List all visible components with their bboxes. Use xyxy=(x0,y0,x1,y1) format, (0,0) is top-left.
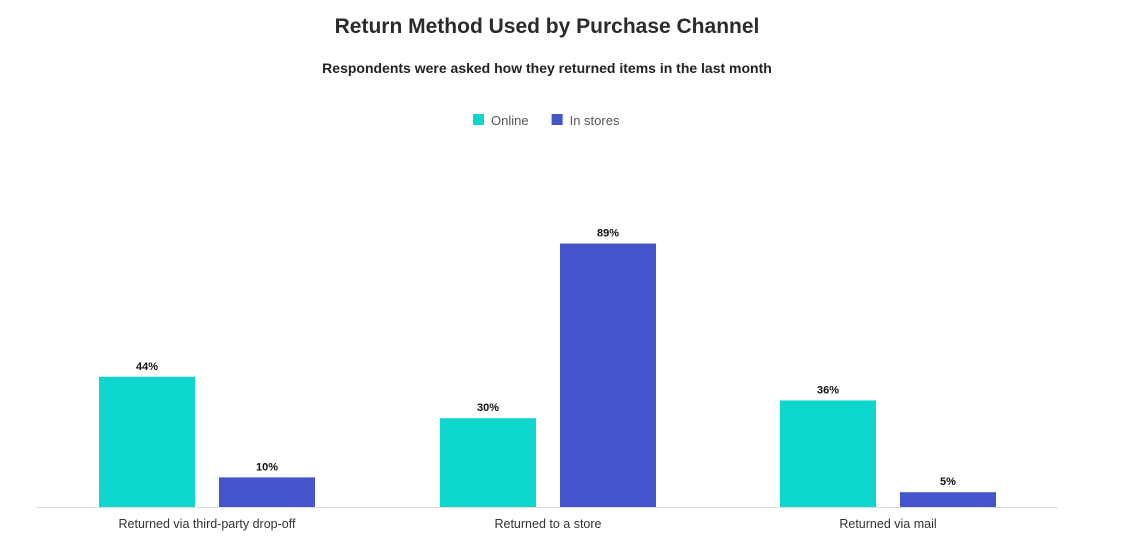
bar-0-0 xyxy=(99,376,195,507)
data-label-0-0: 44% xyxy=(136,361,158,373)
x-tick-label-1: Returned to a store xyxy=(494,517,601,531)
x-axis-tick-labels: Returned via third-party drop-off Returne… xyxy=(119,517,937,531)
data-label-0-1: 10% xyxy=(256,461,278,473)
data-labels-group: 44% 10% 30% 89% 36% 5% xyxy=(136,228,956,489)
bars-group xyxy=(99,243,996,507)
chart-subtitle: Respondents were asked how they returned… xyxy=(322,60,772,76)
x-tick-label-2: Returned via mail xyxy=(839,517,936,531)
bar-1-0 xyxy=(440,418,536,507)
data-label-2-0: 36% xyxy=(817,384,839,396)
chart-title: Return Method Used by Purchase Channel xyxy=(335,15,760,38)
bar-1-1 xyxy=(560,243,656,507)
data-label-2-1: 5% xyxy=(940,476,956,488)
x-tick-label-0: Returned via third-party drop-off xyxy=(119,517,296,531)
data-label-1-1: 89% xyxy=(597,228,619,240)
legend-label-1: In stores xyxy=(570,113,620,128)
legend-swatch-1 xyxy=(551,114,563,125)
legend-swatch-0 xyxy=(473,114,484,125)
legend: Online In stores xyxy=(473,113,620,128)
bar-2-0 xyxy=(780,400,876,507)
data-label-1-0: 30% xyxy=(477,402,499,414)
bar-0-1 xyxy=(219,477,315,507)
legend-label-0: Online xyxy=(491,113,529,128)
bar-2-1 xyxy=(900,492,996,507)
